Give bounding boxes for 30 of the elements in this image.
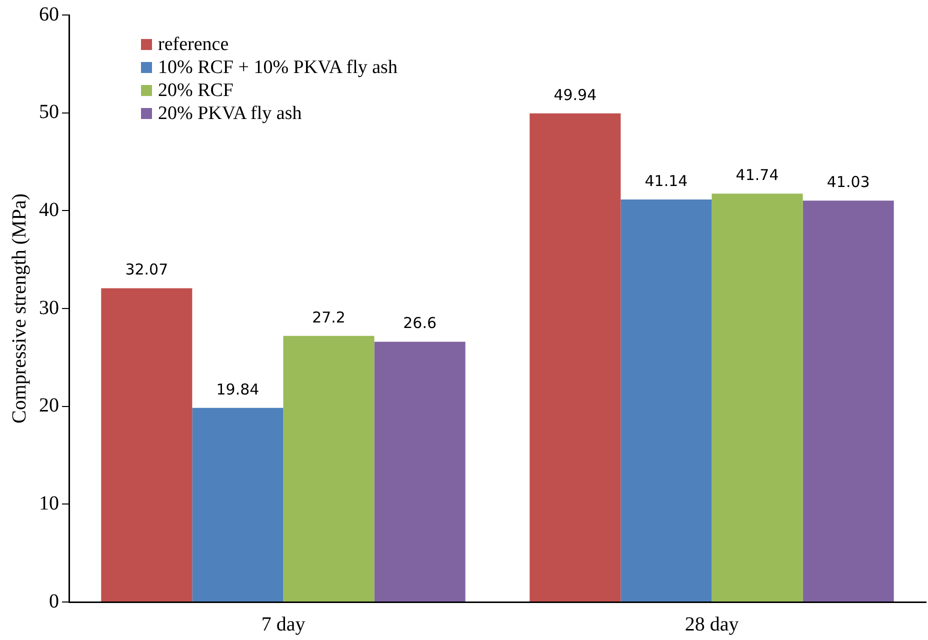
data-label: 49.94 (554, 86, 597, 104)
y-axis-title: Compressive strength (MPa) (8, 194, 30, 424)
legend-label: 10% RCF + 10% PKVA fly ash (158, 56, 398, 79)
legend-label: reference (158, 33, 229, 56)
bar (530, 113, 621, 602)
data-label: 27.2 (312, 308, 346, 326)
x-tick-label: 28 day (684, 613, 739, 636)
legend-label: 20% RCF (158, 79, 234, 102)
data-label: 41.14 (644, 172, 688, 190)
y-tick-label: 0 (49, 590, 59, 612)
y-tick-label: 50 (39, 101, 59, 124)
y-tick-label: 40 (39, 198, 59, 221)
data-label: 41.74 (736, 166, 779, 184)
y-tick-label: 10 (39, 492, 59, 514)
data-label: 41.03 (826, 172, 870, 191)
bar (802, 200, 894, 602)
bar (101, 288, 192, 602)
legend-label: 20% PKVA fly ash (158, 102, 302, 125)
bar (620, 200, 712, 602)
y-tick-label: 20 (39, 394, 59, 417)
x-tick-label: 7 day (261, 613, 306, 636)
bar (712, 194, 803, 602)
data-label: 32.07 (125, 260, 168, 279)
y-tick-label: 60 (39, 3, 59, 26)
data-label: 26.6 (403, 314, 437, 332)
data-label: 19.84 (216, 380, 260, 398)
bar (374, 342, 466, 602)
bar (283, 336, 374, 602)
bar (192, 408, 284, 602)
y-tick-label: 30 (39, 296, 59, 319)
